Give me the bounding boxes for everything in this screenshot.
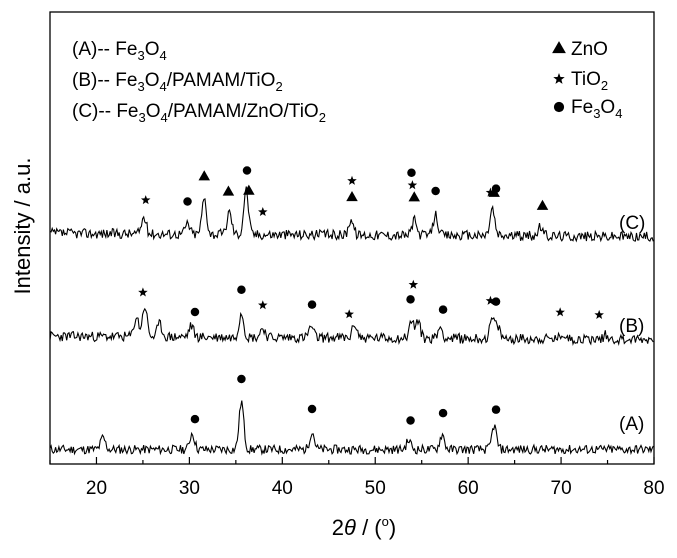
- zno-triangle-marker: [198, 170, 211, 181]
- legend-markers: ZnO TiO2 Fe3O4: [552, 39, 622, 121]
- legend-marker-fe3o4: Fe3O4: [571, 97, 622, 121]
- legend-marker-zno: ZnO: [571, 39, 608, 60]
- zno-triangle-marker: [243, 184, 255, 195]
- tio2-star-marker: [140, 195, 151, 205]
- tio2-star-marker: [407, 180, 418, 190]
- fe3o4-circle-marker: [491, 297, 501, 306]
- x-tick-label: 40: [272, 478, 293, 499]
- curve-label-b: (B): [619, 316, 644, 337]
- fe3o4-circle-marker: [491, 405, 501, 414]
- legend-marker-tio2: TiO2: [571, 69, 608, 93]
- tio2-star-marker: [344, 309, 354, 319]
- zno-triangle-marker: [536, 199, 549, 210]
- fe3o4-circle-marker: [190, 307, 200, 317]
- curve-label-c: (C): [619, 213, 645, 234]
- fe3o4-circle-marker: [242, 166, 252, 175]
- fe3o4-circle-marker: [237, 285, 246, 295]
- zno-triangle-marker: [408, 191, 421, 202]
- curves-layer: [49, 186, 654, 456]
- xrd-curve-b: [49, 307, 654, 347]
- fe3o4-circle-marker: [438, 408, 448, 418]
- fe3o4-circle-marker: [307, 404, 317, 414]
- fe3o4-circle-marker: [237, 374, 246, 384]
- fe3o4-circle-marker: [307, 300, 317, 309]
- y-axis-title: Intensity / a.u.: [10, 158, 35, 295]
- curve-label-a: (A): [619, 414, 644, 435]
- x-tick-label: 80: [643, 478, 664, 499]
- fe3o4-circle-marker: [406, 295, 415, 304]
- fe3o4-circle-marker: [553, 101, 565, 113]
- tio2-star-marker: [258, 207, 268, 217]
- tio2-star-marker: [485, 295, 496, 305]
- x-axis-title: 2θ / (o): [332, 514, 396, 540]
- legend-star-icon: [553, 73, 565, 84]
- fe3o4-circle-marker: [431, 186, 440, 196]
- zno-triangle-marker: [552, 41, 566, 54]
- legend-samples: (A)-- Fe3O4 (B)-- Fe3O4/PAMAM/TiO2 (C)--…: [72, 39, 326, 125]
- legend-item-a: (A)-- Fe3O4: [72, 39, 167, 63]
- fe3o4-circle-marker: [438, 305, 448, 314]
- legend-triangle-icon: [552, 41, 566, 54]
- zno-triangle-marker: [222, 185, 235, 196]
- tio2-star-marker: [555, 307, 565, 317]
- xrd-curve-a: [49, 400, 654, 456]
- fe3o4-circle-marker: [491, 184, 501, 193]
- x-tick-label: 20: [86, 478, 107, 499]
- x-tick-label: 60: [458, 478, 479, 499]
- tio2-star-marker: [594, 309, 604, 319]
- peak-markers-layer: [138, 166, 604, 425]
- legend-item-c: (C)-- Fe3O4/PAMAM/ZnO/TiO2: [72, 101, 326, 125]
- tio2-star-marker: [485, 187, 496, 197]
- x-tick-label: 30: [179, 478, 200, 499]
- tio2-star-marker: [347, 175, 357, 185]
- tio2-star-marker: [258, 300, 268, 310]
- legend-circle-icon: [553, 101, 565, 113]
- x-axis: 20 30 40 50 60 70 80: [49, 457, 665, 499]
- xrd-curve-c: [49, 186, 654, 243]
- tio2-star-marker: [553, 73, 565, 84]
- plot-frame: [49, 11, 655, 465]
- zno-triangle-marker: [346, 191, 358, 202]
- fe3o4-circle-marker: [406, 416, 415, 425]
- fe3o4-circle-marker: [183, 197, 192, 206]
- x-tick-label: 70: [551, 478, 572, 499]
- fe3o4-circle-marker: [190, 414, 200, 424]
- tio2-star-marker: [408, 279, 419, 289]
- x-tick-label: 50: [365, 478, 386, 499]
- fe3o4-circle-marker: [407, 168, 416, 178]
- tio2-star-marker: [138, 287, 148, 297]
- legend-item-b: (B)-- Fe3O4/PAMAM/TiO2: [72, 70, 283, 94]
